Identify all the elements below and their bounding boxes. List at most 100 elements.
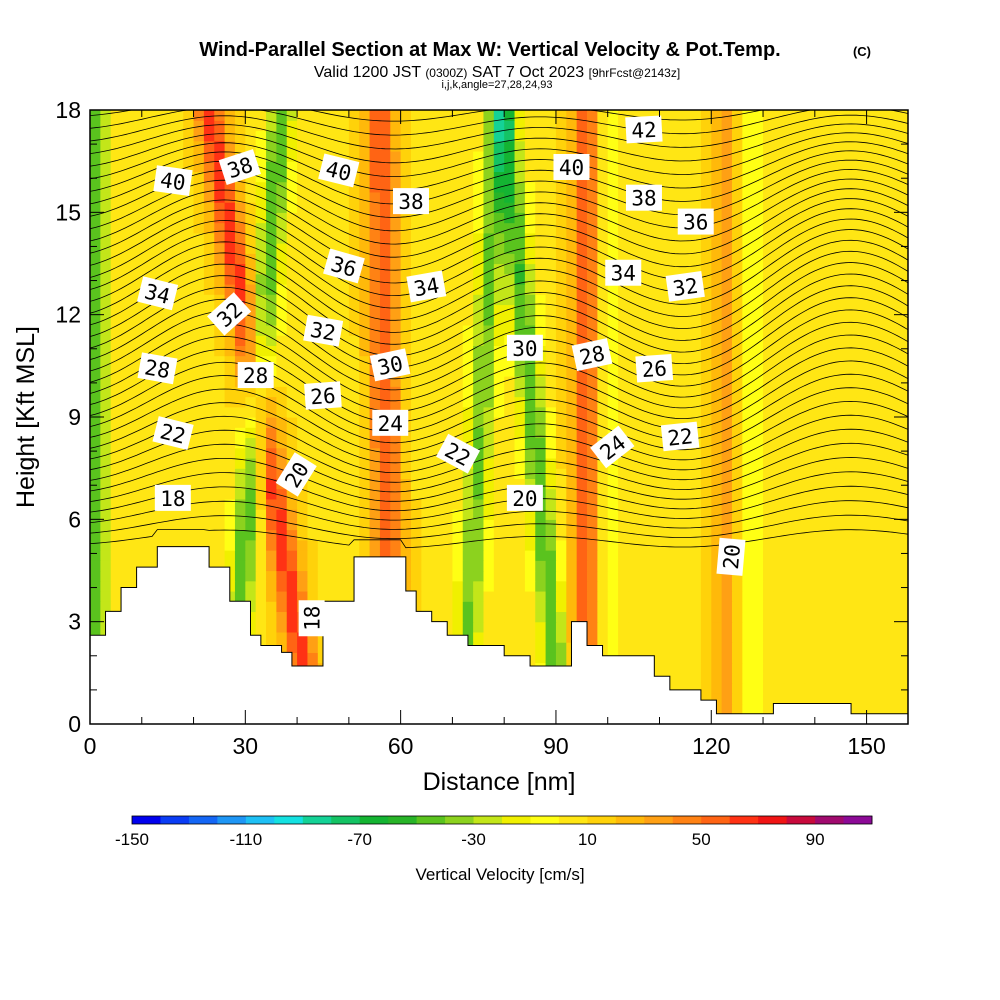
field-cell [887, 314, 899, 326]
field-cell [628, 283, 640, 295]
field-cell [100, 335, 112, 346]
field-cell [183, 191, 195, 203]
field-cell [638, 396, 650, 408]
field-cell [390, 324, 402, 336]
field-cell [731, 529, 743, 541]
field-cell [369, 345, 381, 357]
field-cell [442, 601, 454, 613]
field-cell [431, 488, 443, 500]
field-cell [379, 304, 391, 316]
field-cell [856, 601, 868, 613]
field-cell [566, 417, 578, 428]
field-cell [618, 529, 630, 541]
field-cell [431, 437, 443, 449]
colorbar-swatch [388, 816, 418, 824]
field-cell [545, 437, 557, 449]
field-cell [628, 560, 640, 572]
field-cell [669, 601, 681, 613]
field-cell [442, 314, 454, 326]
field-cell [576, 560, 588, 572]
field-cell [442, 324, 454, 336]
field-cell [234, 560, 246, 572]
field-cell [752, 130, 764, 142]
field-cell [825, 324, 837, 336]
field-cell [317, 550, 329, 561]
field-cell [203, 130, 215, 142]
field-cell [442, 519, 454, 531]
field-cell [245, 232, 257, 244]
field-cell [887, 672, 899, 684]
field-cell [473, 457, 485, 469]
field-cell [152, 232, 164, 244]
field-cell [276, 427, 288, 439]
field-cell [493, 324, 505, 336]
field-cell [773, 621, 785, 633]
field-cell [338, 110, 350, 121]
field-cell [328, 345, 340, 357]
field-cell [752, 437, 764, 449]
field-cell [193, 447, 205, 459]
field-cell [845, 621, 857, 633]
field-cell [462, 590, 474, 602]
field-cell [514, 171, 526, 183]
field-cell [618, 611, 630, 623]
y-tick-label: 3 [68, 609, 81, 635]
field-cell [535, 652, 547, 664]
field-cell [234, 406, 246, 418]
field-cell [328, 498, 340, 510]
field-cell [473, 529, 485, 541]
field-cell [587, 314, 598, 326]
field-cell [452, 611, 464, 623]
field-cell [742, 212, 754, 224]
field-cell [742, 386, 754, 398]
field-cell [421, 376, 433, 387]
field-cell [607, 232, 619, 244]
field-cell [731, 120, 743, 132]
field-cell [587, 590, 598, 602]
field-cell [162, 478, 174, 490]
field-cell [690, 150, 702, 162]
field-cell [545, 161, 557, 172]
field-cell [721, 580, 733, 592]
field-cell [193, 161, 205, 172]
field-cell [131, 468, 143, 479]
field-cell [359, 498, 371, 510]
field-cell [773, 150, 785, 162]
field-cell [649, 580, 661, 592]
field-cell [587, 437, 598, 449]
field-cell [794, 243, 806, 254]
field-cell [587, 324, 598, 336]
field-cell [431, 263, 443, 275]
field-cell [442, 140, 454, 152]
field-cell [203, 335, 215, 346]
field-cell [763, 212, 774, 224]
field-cell [514, 130, 526, 142]
field-cell [90, 509, 101, 520]
field-cell [742, 447, 754, 459]
field-cell [193, 417, 205, 428]
field-cell [825, 161, 837, 172]
field-cell [866, 365, 878, 377]
field-cell [493, 550, 505, 561]
field-cell [442, 509, 454, 520]
field-cell [348, 243, 360, 254]
field-cell [442, 335, 454, 346]
field-cell [493, 611, 505, 623]
field-cell [431, 212, 443, 224]
field-cell [514, 468, 526, 479]
isentrope-label: 38 [625, 184, 662, 211]
field-cell [245, 457, 257, 469]
field-cell [193, 181, 205, 193]
field-cell [214, 243, 226, 254]
field-cell [700, 406, 712, 418]
field-cell [794, 427, 806, 439]
field-cell [649, 386, 661, 398]
field-cell [876, 683, 888, 694]
field-cell [876, 232, 888, 244]
field-cell [224, 417, 236, 428]
field-cell [669, 509, 681, 520]
field-cell [255, 345, 267, 357]
field-cell [317, 253, 329, 265]
field-cell [400, 478, 412, 490]
field-cell [876, 642, 888, 653]
